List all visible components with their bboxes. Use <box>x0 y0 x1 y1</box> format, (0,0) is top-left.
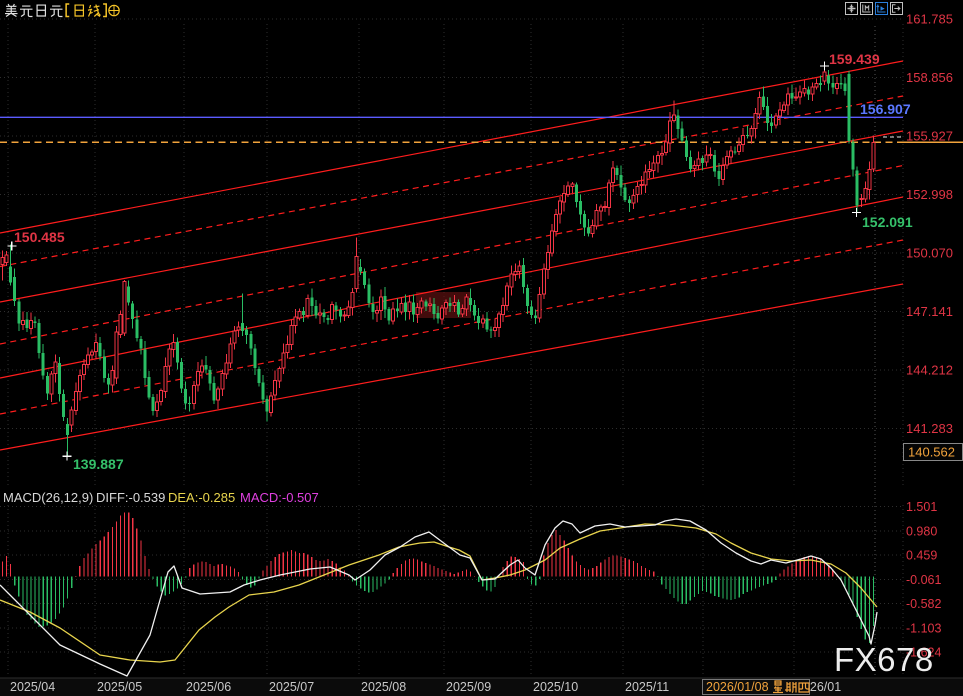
svg-text:DIFF:-0.539: DIFF:-0.539 <box>96 490 165 505</box>
svg-text:2025/09: 2025/09 <box>446 680 491 694</box>
svg-text:-1.103: -1.103 <box>906 621 941 635</box>
svg-text:139.887: 139.887 <box>73 456 124 472</box>
svg-text:147.141: 147.141 <box>906 304 953 319</box>
svg-text:2025/04: 2025/04 <box>10 680 55 694</box>
svg-text:155.927: 155.927 <box>906 129 953 144</box>
svg-text:140.562: 140.562 <box>908 445 955 460</box>
svg-text:2025/06: 2025/06 <box>186 680 231 694</box>
svg-text:2025/05: 2025/05 <box>97 680 142 694</box>
svg-text:159.439: 159.439 <box>829 51 880 67</box>
svg-text:-0.061: -0.061 <box>906 573 941 587</box>
svg-text:-1.624: -1.624 <box>906 646 941 660</box>
svg-text:144.212: 144.212 <box>906 362 953 377</box>
svg-text:2025/07: 2025/07 <box>269 680 314 694</box>
svg-text:DEA:-0.285: DEA:-0.285 <box>168 490 235 505</box>
svg-text:1.501: 1.501 <box>906 500 937 514</box>
svg-text:-0.582: -0.582 <box>906 597 941 611</box>
svg-text:150.070: 150.070 <box>906 246 953 261</box>
svg-text:0.980: 0.980 <box>906 524 937 538</box>
svg-text:152.091: 152.091 <box>862 214 913 230</box>
svg-text:2025/11: 2025/11 <box>625 680 669 694</box>
svg-text:0.459: 0.459 <box>906 549 937 563</box>
svg-text:150.485: 150.485 <box>14 229 65 245</box>
svg-text:2025/10: 2025/10 <box>533 680 578 694</box>
svg-text:152.998: 152.998 <box>906 187 953 202</box>
svg-text:MACD:-0.507: MACD:-0.507 <box>240 490 319 505</box>
svg-text:156.907: 156.907 <box>860 101 911 117</box>
svg-text:158.856: 158.856 <box>906 70 953 85</box>
svg-text:161.785: 161.785 <box>906 12 953 27</box>
svg-text:141.283: 141.283 <box>906 421 953 436</box>
svg-text:2025/08: 2025/08 <box>361 680 406 694</box>
svg-text:2026/01/08: 2026/01/08 <box>706 680 769 694</box>
svg-text:FX678: FX678 <box>834 641 934 678</box>
svg-text:MACD(26,12,9): MACD(26,12,9) <box>3 490 93 505</box>
